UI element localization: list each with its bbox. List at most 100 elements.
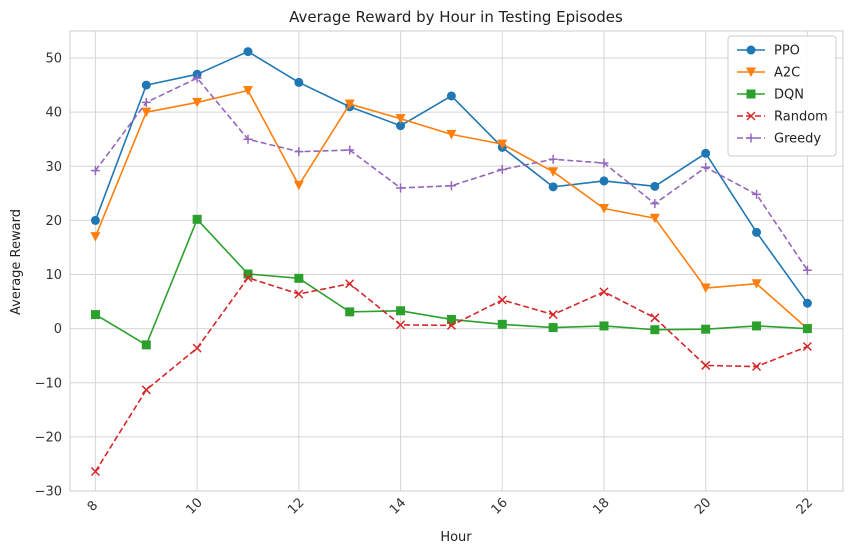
x-tick-label: 8 [85, 498, 101, 514]
x-tick-label: 18 [590, 495, 612, 517]
legend-marker [746, 67, 756, 77]
x-axis-label: Hour [440, 530, 472, 545]
data-point-greedy [548, 154, 558, 164]
data-point-a2c [751, 279, 762, 289]
y-tick-label: 30 [45, 160, 62, 175]
data-point-greedy [599, 158, 609, 168]
axes: −30 −20 −10 0 10 20 30 40 50 8 10 12 14 16 18 20 22 [35, 30, 844, 518]
data-point-dqn [192, 214, 202, 224]
x-tick-label: 12 [285, 495, 307, 517]
y-tick-label: 50 [45, 52, 62, 67]
legend-marker [746, 133, 756, 143]
data-point-greedy [90, 166, 100, 176]
y-tick-label: 10 [45, 268, 62, 283]
data-point-random [802, 341, 812, 352]
data-point-greedy [294, 147, 304, 157]
data-point-a2c [548, 167, 559, 177]
chart-title: Average Reward by Hour in Testing Episod… [289, 8, 623, 26]
data-point-a2c [293, 180, 304, 191]
legend-label: DQN [774, 88, 804, 103]
series-dqn [90, 214, 812, 350]
data-point-random [497, 295, 507, 305]
data-point-dqn [650, 325, 660, 335]
x-tick-label: 16 [489, 495, 511, 517]
data-point-a2c [497, 139, 508, 150]
data-point-ppo [650, 181, 660, 191]
data-point-random [752, 361, 762, 372]
data-point-a2c [446, 129, 457, 140]
x-tick-label: 22 [794, 495, 816, 517]
data-point-a2c [242, 86, 253, 96]
data-point-a2c [649, 213, 660, 224]
series-group [90, 47, 813, 477]
legend-label: A2C [774, 66, 800, 81]
y-tick-label: 20 [45, 214, 62, 229]
legend-item-ppo: PPO [737, 44, 800, 59]
data-point-random [701, 360, 711, 370]
legend-item-greedy: Greedy [737, 132, 821, 147]
y-tick-label: −20 [35, 430, 62, 445]
data-point-a2c [90, 232, 101, 242]
grid [70, 31, 843, 492]
data-point-random [90, 466, 100, 477]
data-point-dqn [345, 307, 355, 317]
data-point-random [599, 287, 609, 297]
data-point-dqn [802, 324, 812, 334]
legend-item-random: Random [737, 110, 828, 125]
data-point-dqn [497, 319, 507, 329]
series-greedy [90, 73, 812, 275]
data-point-greedy [650, 199, 660, 209]
data-point-ppo [141, 80, 151, 90]
data-point-dqn [90, 310, 100, 320]
data-point-random [548, 310, 558, 320]
data-point-a2c [395, 114, 406, 124]
data-point-dqn [599, 321, 609, 331]
data-point-random [345, 279, 355, 289]
data-point-greedy [752, 189, 762, 199]
data-point-greedy [446, 181, 456, 191]
data-point-random [192, 343, 202, 353]
series-random [90, 273, 812, 477]
data-point-greedy [141, 97, 151, 107]
data-point-greedy [802, 265, 812, 275]
data-point-dqn [548, 323, 558, 333]
data-point-random [141, 385, 151, 395]
data-point-random [650, 313, 660, 323]
series-line-ppo [94, 50, 809, 304]
data-point-dqn [752, 321, 762, 331]
legend-label: Greedy [774, 132, 821, 147]
legend-item-dqn: DQN [737, 88, 804, 103]
data-point-random [294, 289, 304, 299]
data-point-dqn [141, 340, 151, 350]
legend-marker [746, 45, 756, 55]
data-point-ppo [701, 148, 711, 158]
x-tick-label: 10 [184, 495, 206, 517]
data-point-a2c [141, 107, 152, 118]
legend-marker [746, 89, 756, 99]
series-a2c [90, 86, 813, 334]
x-tick-label: 14 [387, 495, 409, 517]
legend-label: PPO [774, 44, 800, 59]
x-tick-label: 20 [692, 495, 714, 517]
data-point-ppo [294, 77, 304, 87]
data-point-greedy [701, 162, 711, 172]
y-tick-label: 0 [54, 322, 62, 337]
data-point-dqn [294, 273, 304, 283]
data-point-dqn [701, 324, 711, 334]
y-tick-label: 40 [45, 106, 62, 121]
data-point-ppo [446, 91, 456, 101]
y-tick-label: −10 [35, 376, 62, 391]
legend-label: Random [774, 110, 828, 125]
data-point-dqn [446, 314, 456, 324]
data-point-random [446, 320, 456, 330]
legend-marker [746, 111, 756, 121]
data-point-greedy [497, 165, 507, 175]
data-point-ppo [396, 121, 406, 131]
data-point-a2c [598, 204, 609, 214]
series-line-a2c [94, 89, 808, 330]
y-tick-label: −30 [35, 485, 62, 500]
data-point-greedy [192, 73, 202, 83]
data-point-a2c [344, 99, 355, 110]
legend-item-a2c: A2C [737, 66, 800, 81]
